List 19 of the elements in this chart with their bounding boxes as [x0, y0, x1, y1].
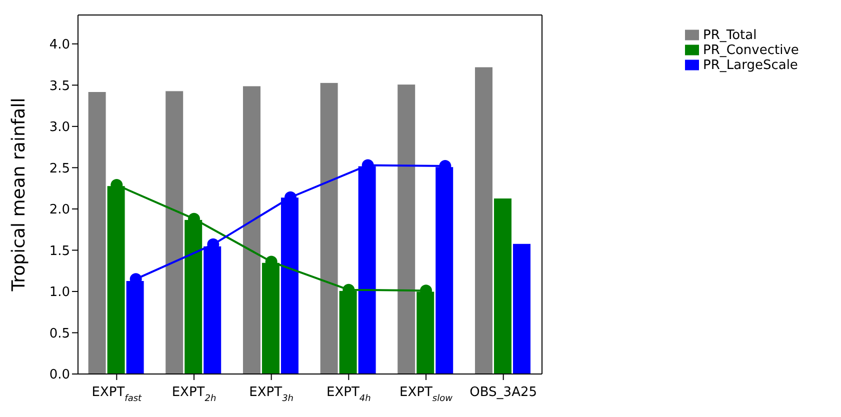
x-tick-label: EXPT$_{2h}$: [172, 385, 216, 404]
y-tick-label: 2.0: [49, 202, 70, 218]
x-tick-label: EXPT$_{slow}$: [400, 385, 454, 404]
legend-label: PR_LargeScale: [703, 58, 798, 73]
y-tick-label: 3.5: [49, 78, 70, 94]
legend-label: PR_Convective: [703, 43, 799, 58]
y-tick-label: 4.0: [49, 38, 70, 52]
legend-label: PR_Total: [703, 28, 757, 43]
x-tick-label: EXPT$_{3h}$: [249, 385, 294, 404]
y-tick-label: 1.0: [49, 285, 70, 300]
y-tick-label: 0.0: [49, 368, 70, 383]
y-tick-label: 1.5: [49, 244, 70, 259]
y-tick-label: 3.0: [49, 120, 70, 136]
y-axis-title: Tropical mean rainfall: [8, 98, 30, 292]
x-tick-label: OBS_3A25: [470, 385, 538, 400]
x-tick-label: EXPT$_{4h}$: [326, 385, 372, 404]
y-tick-label: 2.5: [49, 161, 70, 176]
y-tick-label: 0.5: [49, 326, 70, 342]
x-tick-label: EXPT$_{fast}$: [92, 385, 142, 404]
